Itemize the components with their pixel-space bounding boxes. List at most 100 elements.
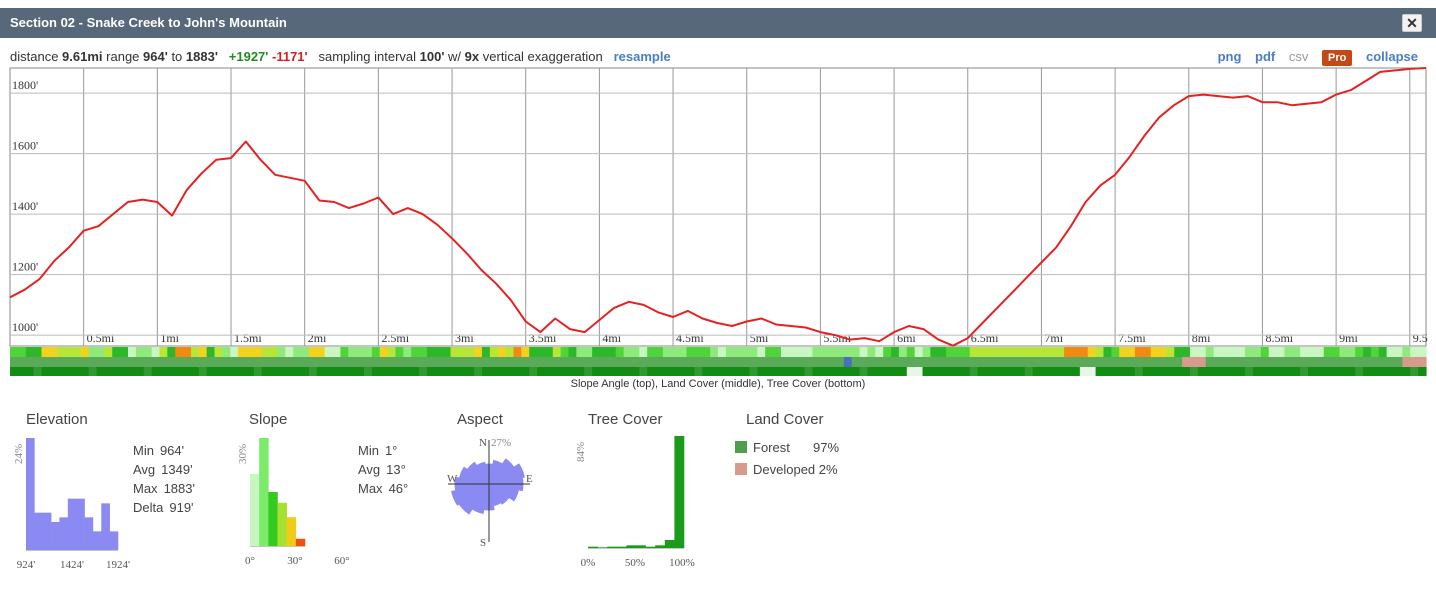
histogram-bar bbox=[26, 438, 35, 550]
slope-band-cell bbox=[922, 347, 931, 357]
pro-badge[interactable]: Pro bbox=[1322, 50, 1353, 66]
tree-cover-cell bbox=[1363, 367, 1372, 376]
slope-band-cell bbox=[568, 347, 577, 357]
x-tick-label: 60° bbox=[334, 555, 349, 567]
slope-band-cell bbox=[1323, 347, 1333, 357]
tree-cover-cell bbox=[10, 367, 19, 376]
forest-swatch bbox=[735, 441, 747, 453]
aspect-title: Aspect bbox=[457, 411, 503, 428]
land-cover-cell bbox=[576, 357, 585, 367]
tree-cover-cell bbox=[387, 367, 397, 376]
tree-cover-cell bbox=[151, 367, 161, 376]
max-percent-label: 30% bbox=[237, 444, 249, 464]
tree-cover-cell bbox=[17, 367, 27, 376]
land-cover-cell bbox=[513, 357, 522, 367]
range-max: 1883' bbox=[185, 49, 218, 64]
slope-band-cell bbox=[1331, 347, 1341, 357]
tree-cover-cell bbox=[371, 367, 381, 376]
land-cover-cell bbox=[836, 357, 845, 367]
slope-band-cell bbox=[875, 347, 884, 357]
slope-band-cell bbox=[914, 347, 924, 357]
land-cover-cell bbox=[1166, 357, 1175, 367]
tree-cover-cell bbox=[639, 367, 648, 376]
export-actions: png pdf csv Pro collapse bbox=[1208, 49, 1418, 66]
land-cover-cell bbox=[1048, 357, 1057, 367]
tree-cover-cell bbox=[1127, 367, 1136, 376]
slope-band-cell bbox=[938, 347, 947, 357]
tree-cover-cell bbox=[1001, 367, 1010, 376]
land-cover-cell bbox=[843, 357, 853, 367]
slope-band-cell bbox=[600, 347, 609, 357]
stat-value: 1883' bbox=[163, 481, 195, 496]
land-cover-cell bbox=[1394, 357, 1403, 367]
range-to: to bbox=[171, 49, 183, 64]
x-tick-label: 9mi bbox=[1339, 331, 1358, 345]
slope-band-cell bbox=[1252, 347, 1262, 357]
tree-cover-cell bbox=[867, 367, 876, 376]
tree-cover-cell bbox=[1339, 367, 1348, 376]
land-cover-cell bbox=[922, 357, 931, 367]
tree-cover-cell bbox=[1237, 367, 1246, 376]
slope-band-cell bbox=[647, 347, 656, 357]
slope-band-cell bbox=[725, 347, 735, 357]
land-cover-cell bbox=[1087, 357, 1097, 367]
land-cover-cell bbox=[1229, 357, 1238, 367]
land-cover-cell bbox=[222, 357, 231, 367]
slope-band-cell bbox=[505, 347, 515, 357]
tree-cover-cell bbox=[883, 367, 892, 376]
land-cover-cell bbox=[1016, 357, 1026, 367]
pdf-link[interactable]: pdf bbox=[1255, 49, 1276, 64]
land-cover-cell bbox=[1142, 357, 1152, 367]
tree-cover-band bbox=[10, 367, 1427, 376]
stat-label: Avg bbox=[358, 462, 381, 477]
tree-cover-cell bbox=[615, 367, 625, 376]
slope-band-cell bbox=[135, 347, 145, 357]
tree-cover-cell bbox=[1024, 367, 1034, 376]
slope-band-cell bbox=[1292, 347, 1301, 357]
land-cover-cell bbox=[1347, 357, 1356, 367]
land-cover-cell bbox=[773, 357, 782, 367]
slope-band-cell bbox=[765, 347, 774, 357]
stat-label: Delta bbox=[133, 500, 164, 515]
csv-link[interactable]: csv bbox=[1288, 49, 1309, 64]
slope-band bbox=[10, 347, 1427, 357]
land-cover-cell bbox=[474, 357, 483, 367]
tree-cover-cell bbox=[529, 367, 538, 376]
tree-cover-cell bbox=[702, 367, 711, 376]
tree-cover-cell bbox=[725, 367, 735, 376]
land-cover-cell bbox=[537, 357, 546, 367]
close-button[interactable]: ✕ bbox=[1402, 14, 1422, 32]
land-cover-cell bbox=[348, 357, 357, 367]
slope-band-cell bbox=[222, 347, 231, 357]
land-cover-cell bbox=[592, 357, 601, 367]
land-cover-cell bbox=[308, 357, 318, 367]
tree-cover-cell bbox=[765, 367, 774, 376]
tree-cover-cell bbox=[1229, 367, 1238, 376]
tree-cover-cell bbox=[72, 367, 82, 376]
land-cover-cell bbox=[1079, 357, 1089, 367]
tree-cover-cell bbox=[891, 367, 900, 376]
resample-link[interactable]: resample bbox=[613, 49, 671, 64]
slope-band-cell bbox=[1394, 347, 1403, 357]
slope-histogram: 30% 0° 30° 60° bbox=[237, 438, 350, 567]
slope-band-cell bbox=[308, 347, 318, 357]
land-cover-cell bbox=[261, 357, 271, 367]
slope-band-cell bbox=[466, 347, 475, 357]
land-cover-forest: Forest 97% bbox=[735, 440, 839, 455]
x-tick-label: 2mi bbox=[308, 331, 327, 345]
land-cover-cell bbox=[1331, 357, 1341, 367]
land-cover-cell bbox=[1402, 357, 1411, 367]
land-cover-cell bbox=[1197, 357, 1207, 367]
slope-band-cell bbox=[702, 347, 711, 357]
slope-band-cell bbox=[584, 347, 593, 357]
tree-cover-cell bbox=[505, 367, 515, 376]
collapse-link[interactable]: collapse bbox=[1365, 49, 1418, 64]
png-link[interactable]: png bbox=[1217, 49, 1242, 64]
elevation-profile-chart[interactable]: 0.5mi 1mi 1.5mi 2mi 2.5mi 3mi 3.5mi 4mi 4.5mi 5mi… bbox=[0, 0, 1436, 376]
land-cover-cell bbox=[718, 357, 727, 367]
land-cover-cell bbox=[1339, 357, 1348, 367]
tree-cover-cell bbox=[1134, 367, 1144, 376]
slope-band-cell bbox=[80, 347, 90, 357]
slope-band-cell bbox=[1260, 347, 1270, 357]
slope-band-cell bbox=[930, 347, 939, 357]
